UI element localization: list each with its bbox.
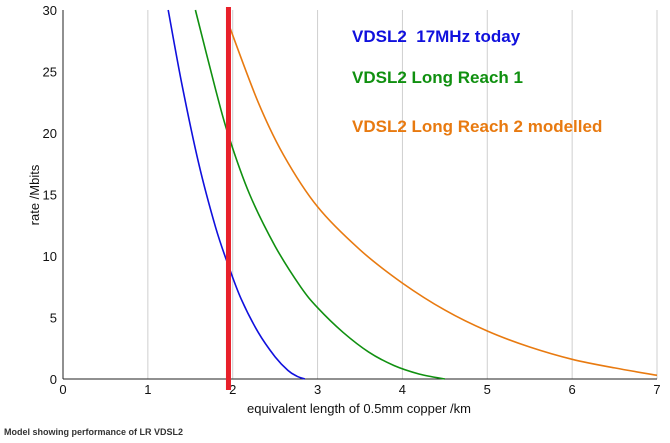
y-tick-labels: 0 5 10 15 20 25 30 (43, 3, 57, 387)
y-tick-label: 5 (50, 311, 57, 326)
x-tick-labels: 0 1 2 3 4 5 6 7 (59, 382, 660, 397)
series-line-1 (167, 9, 306, 380)
x-tick-label: 3 (314, 382, 321, 397)
y-tick-label: 0 (50, 372, 57, 387)
y-tick-label: 15 (43, 188, 57, 203)
x-tick-label: 4 (399, 382, 406, 397)
legend-entry-1: VDSL2 17MHz today (352, 27, 521, 46)
legend: VDSL2 17MHz today VDSL2 Long Reach 1 VDSL2… (352, 27, 602, 136)
series-lines (167, 9, 658, 380)
y-axis-label: rate /Mbits (27, 164, 42, 225)
x-tick-label: 5 (484, 382, 491, 397)
legend-entry-2: VDSL2 Long Reach 1 (352, 68, 523, 87)
y-tick-label: 25 (43, 65, 57, 80)
x-tick-label: 0 (59, 382, 66, 397)
x-tick-label: 7 (653, 382, 660, 397)
x-tick-label: 6 (569, 382, 576, 397)
legend-entry-3: VDSL2 Long Reach 2 modelled (352, 117, 602, 136)
y-tick-label: 10 (43, 249, 57, 264)
x-axis-label: equivalent length of 0.5mm copper /km (247, 401, 471, 416)
vertical-grid (147, 10, 658, 379)
figure-caption: Model showing performance of LR VDSL2 (4, 427, 184, 437)
y-tick-label: 30 (43, 3, 57, 18)
series-line-2 (194, 9, 446, 380)
x-tick-label: 1 (144, 382, 151, 397)
y-tick-label: 20 (43, 126, 57, 141)
x-tick-label: 2 (229, 382, 236, 397)
series-line-3 (229, 28, 658, 377)
